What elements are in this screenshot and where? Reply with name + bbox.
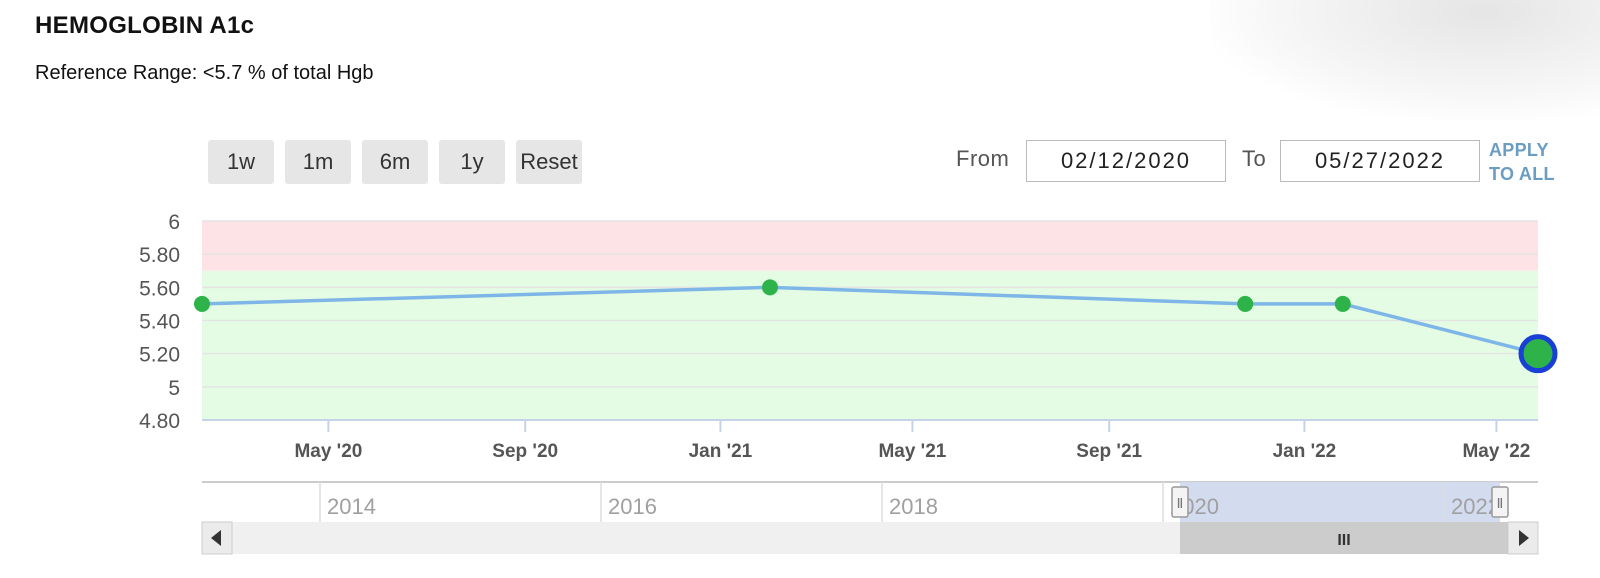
x-tick-label: Jan '22: [1273, 441, 1337, 462]
to-label: To: [1242, 146, 1267, 171]
y-tick-label: 5.60: [139, 277, 180, 300]
navigator-year-label: 2016: [608, 494, 657, 519]
page-title: HEMOGLOBIN A1c: [35, 12, 255, 39]
data-point[interactable]: [762, 279, 778, 296]
apply-to-all-link[interactable]: APPLY TO ALL: [1489, 138, 1555, 186]
data-point[interactable]: [194, 295, 210, 312]
from-label: From: [956, 146, 1010, 171]
range-1w-button[interactable]: 1w: [208, 140, 274, 184]
apply-line-2: TO ALL: [1489, 164, 1555, 184]
reference-range: Reference Range: <5.7 % of total Hgb: [35, 62, 374, 84]
x-tick-label: Sep '21: [1076, 441, 1142, 462]
reset-button[interactable]: Reset: [516, 140, 582, 184]
navigator-window[interactable]: [1180, 482, 1500, 522]
band-normal: [202, 270, 1538, 420]
navigator-year-label: 2018: [889, 494, 938, 519]
range-6m-button[interactable]: 6m: [362, 140, 428, 184]
right-handle-grip-icon: Ⅱ: [1497, 495, 1504, 511]
apply-line-1: APPLY: [1489, 140, 1549, 160]
x-tick-label: May '21: [878, 441, 946, 462]
scroll-right-arrow-icon: [1519, 530, 1529, 546]
data-point[interactable]: [1334, 295, 1351, 312]
scrollbar-thumb[interactable]: [1180, 522, 1508, 554]
y-tick-label: 5.20: [139, 344, 180, 367]
data-point[interactable]: [1237, 295, 1254, 312]
band-high: [202, 221, 1538, 271]
navigator-year-label: 2014: [327, 494, 376, 519]
range-1m-button[interactable]: 1m: [285, 140, 351, 184]
range-1y-button[interactable]: 1y: [439, 140, 505, 184]
x-tick-label: May '22: [1462, 441, 1530, 462]
x-tick-label: Sep '20: [492, 441, 558, 462]
y-tick-label: 5.80: [139, 244, 180, 267]
corner-shadow: [1210, 0, 1600, 120]
navigator-left-handle[interactable]: [1171, 486, 1189, 518]
y-tick-label: 5: [168, 377, 180, 400]
y-tick-label: 4.80: [139, 410, 180, 433]
x-tick-label: Jan '21: [689, 441, 753, 462]
y-tick-label: 6: [168, 211, 180, 234]
scroll-left-arrow-icon: [211, 530, 221, 546]
scrollbar-grip-icon: III: [1337, 532, 1350, 549]
navigator-right-handle[interactable]: [1491, 486, 1509, 518]
x-tick-label: May '20: [294, 441, 362, 462]
from-date-input[interactable]: 02/12/2020: [1026, 140, 1226, 182]
to-date-input[interactable]: 05/27/2022: [1280, 140, 1480, 182]
data-point-selected[interactable]: [1518, 334, 1558, 374]
y-tick-label: 5.40: [139, 311, 180, 334]
left-handle-grip-icon: Ⅱ: [1177, 495, 1184, 511]
